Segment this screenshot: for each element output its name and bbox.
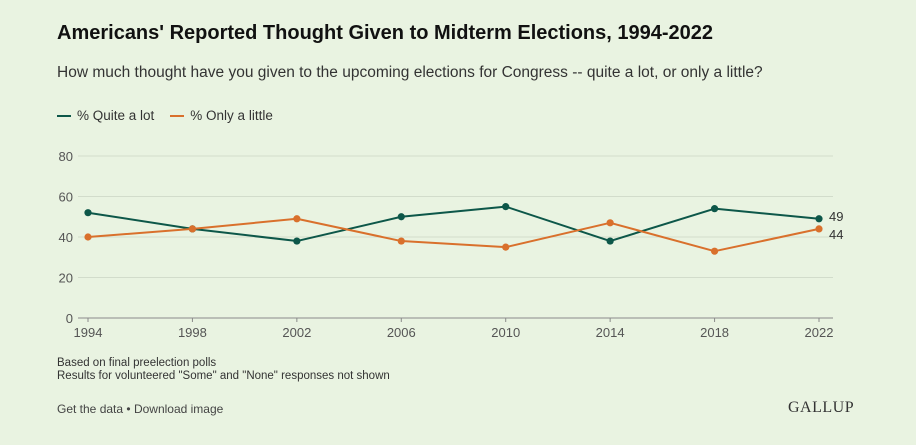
x-tick-label: 2002 [282, 325, 311, 340]
data-point-only-a-little [188, 225, 197, 233]
legend-item-quite-a-lot: % Quite a lot [57, 108, 154, 123]
x-tick-label: 2018 [700, 325, 729, 340]
note-line-2: Results for volunteered "Some" and "None… [57, 370, 390, 382]
data-point-quite-a-lot [502, 203, 510, 211]
x-tick-label: 2022 [805, 325, 834, 340]
data-point-only-a-little [710, 247, 719, 255]
data-point-only-a-little [502, 243, 510, 251]
legend-swatch-quite-a-lot [57, 114, 71, 117]
y-tick-label: 40 [59, 230, 73, 245]
x-tick-label: 2010 [491, 325, 520, 340]
legend-label-quite-a-lot: % Quite a lot [77, 108, 155, 123]
y-tick-label: 80 [59, 149, 73, 164]
data-point-quite-a-lot [84, 209, 92, 217]
chart-subtitle: How much thought have you given to the u… [57, 64, 763, 81]
data-point-only-a-little [606, 219, 614, 227]
data-point-quite-a-lot [710, 205, 719, 213]
x-tick-label: 2014 [596, 325, 625, 340]
note-line-1: Based on final preelection polls [57, 357, 217, 369]
data-point-only-a-little [397, 237, 405, 245]
chart-title: Americans' Reported Thought Given to Mid… [57, 22, 714, 44]
chart-notes: Based on final preelection polls Results… [57, 357, 390, 383]
data-point-only-a-little [815, 225, 823, 233]
data-point-only-a-little [293, 215, 301, 223]
y-tick-label: 60 [59, 190, 73, 205]
x-tick-label: 1994 [74, 325, 103, 340]
legend-swatch-only-a-little [170, 114, 185, 117]
data-point-quite-a-lot [397, 213, 405, 221]
series-line-quite-a-lot [87, 205, 820, 243]
footer-links: Get the data • Download image [57, 402, 223, 416]
line-chart: 0 20 40 60 80 1994 1998 2002 2006 2010 2014 2018 202… [59, 149, 844, 340]
data-point-quite-a-lot [606, 237, 614, 245]
gallup-logo: GALLUP [788, 399, 855, 416]
footer-separator: • [126, 402, 131, 416]
y-tick-label: 20 [59, 271, 73, 286]
legend-item-only-a-little: % Only a little [170, 108, 273, 123]
series-line-only-a-little [87, 217, 820, 253]
end-label-quite-a-lot: 49 [829, 209, 843, 224]
end-label-only-a-little: 44 [829, 227, 843, 242]
legend-label-only-a-little: % Only a little [190, 108, 273, 123]
data-point-quite-a-lot [293, 237, 301, 245]
data-point-quite-a-lot [815, 215, 823, 223]
download-image-link[interactable]: Download image [133, 402, 224, 416]
data-point-only-a-little [84, 233, 92, 241]
x-tick-label: 1998 [178, 325, 207, 340]
x-tick-label: 2006 [387, 325, 416, 340]
y-tick-label: 0 [66, 311, 73, 326]
legend: % Quite a lot % Only a little [57, 108, 289, 123]
get-data-link[interactable]: Get the data [57, 402, 124, 416]
